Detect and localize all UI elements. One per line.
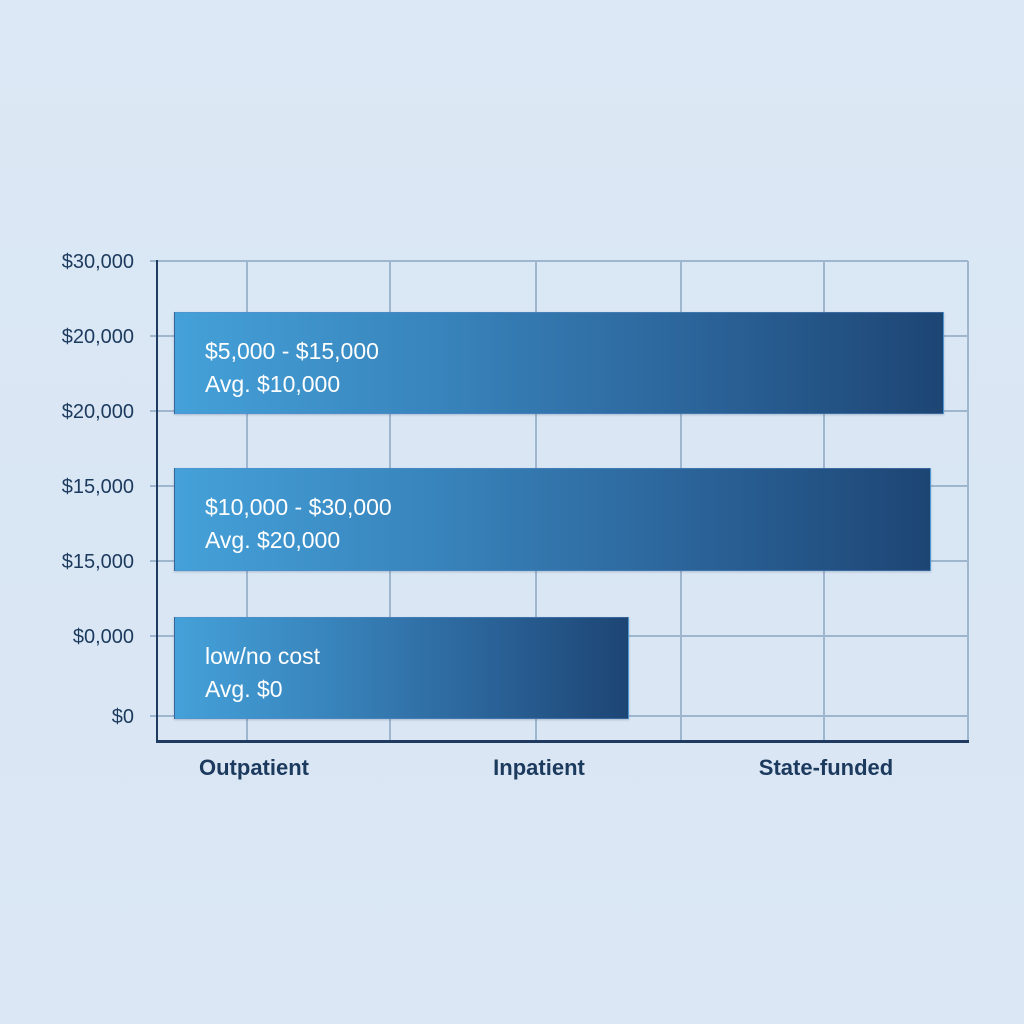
grid-line-h xyxy=(150,260,968,262)
bar-avg-label: Avg. $0 xyxy=(205,676,283,702)
y-tick-label: $20,000 xyxy=(61,326,134,348)
x-tick-label-outpatient: Outpatient xyxy=(199,755,309,780)
y-tick-label: $30,000 xyxy=(61,251,134,273)
bar-range-label: $5,000 - $15,000 xyxy=(205,338,379,364)
y-tick-label: $0,000 xyxy=(72,626,134,648)
y-tick-label: $0 xyxy=(111,706,134,728)
bar-avg-label: Avg. $20,000 xyxy=(205,527,341,553)
y-axis xyxy=(156,260,158,742)
bar-range-label: low/no cost xyxy=(205,643,321,669)
bar-label: low/no cost Avg. $0 xyxy=(205,640,320,706)
bar-label: $5,000 - $15,000 Avg. $10,000 xyxy=(205,335,379,401)
y-tick-label: $15,000 xyxy=(61,476,134,498)
bar-inpatient: $10,000 - $30,000 Avg. $20,000 xyxy=(174,468,931,571)
y-tick-label: $20,000 xyxy=(61,401,134,423)
bar-avg-label: Avg. $10,000 xyxy=(205,371,341,397)
bar-label: $10,000 - $30,000 Avg. $20,000 xyxy=(205,491,392,557)
bar-outpatient: $5,000 - $15,000 Avg. $10,000 xyxy=(174,312,944,414)
x-tick-label-state-funded: State-funded xyxy=(758,755,894,780)
x-axis xyxy=(156,740,969,743)
y-tick-label: $15,000 xyxy=(61,551,134,573)
x-tick-label-inpatient: Inpatient xyxy=(493,755,585,780)
grid-line-v xyxy=(967,261,969,741)
bar-range-label: $10,000 - $30,000 xyxy=(205,494,392,520)
bar-state-funded: low/no cost Avg. $0 xyxy=(174,617,629,719)
